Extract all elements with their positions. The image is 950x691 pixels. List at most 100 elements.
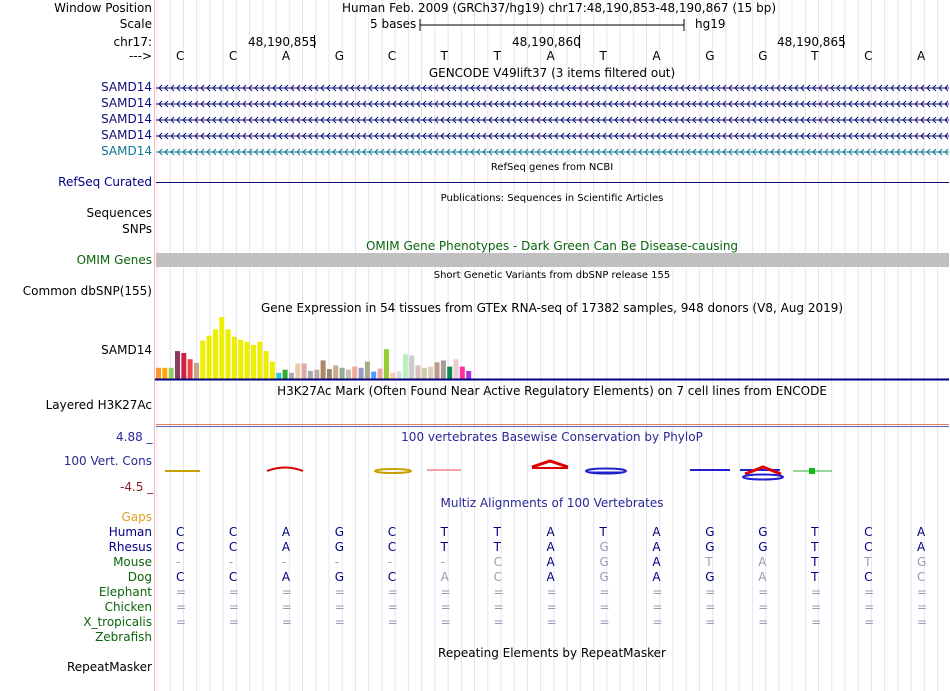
gtex-tissue-bar[interactable] xyxy=(187,359,193,379)
multiz-species-label[interactable]: Elephant xyxy=(98,585,152,599)
gtex-tissue-bar[interactable] xyxy=(459,366,465,379)
gtex-label[interactable]: SAMD14 xyxy=(101,343,152,357)
strand-chevron xyxy=(194,148,199,156)
gtex-tissue-bar[interactable] xyxy=(421,367,427,379)
gtex-tissue-bar[interactable] xyxy=(175,351,180,379)
gtex-tissue-bar[interactable] xyxy=(333,365,339,379)
multiz-species-label[interactable]: X_tropicalis xyxy=(83,615,152,629)
gtex-tissue-bar[interactable] xyxy=(377,368,383,380)
strand-chevron xyxy=(734,132,739,140)
gtex-tissue-bar[interactable] xyxy=(466,370,472,379)
gtex-tissue-bar[interactable] xyxy=(301,363,307,380)
h3k27ac-label[interactable]: Layered H3K27Ac xyxy=(45,398,152,412)
gtex-tissue-bar[interactable] xyxy=(251,344,256,379)
gtex-tissue-bar[interactable] xyxy=(156,367,161,379)
gtex-tissue-bar[interactable] xyxy=(276,372,282,379)
gtex-tissue-bar[interactable] xyxy=(232,336,237,379)
gtex-tissue-bar[interactable] xyxy=(428,366,434,379)
gencode-transcript-label[interactable]: SAMD14 xyxy=(101,80,152,94)
gtex-tissue-bar[interactable] xyxy=(358,367,364,379)
refseq-label[interactable]: RefSeq Curated xyxy=(58,175,152,189)
gtex-tissue-bar[interactable] xyxy=(314,369,320,379)
multiz-species-label[interactable]: Dog xyxy=(127,570,152,584)
conservation-label[interactable]: 100 Vert. Cons xyxy=(63,454,152,468)
multiz-species-label[interactable]: Zebrafish xyxy=(95,630,152,644)
gtex-tissue-bar[interactable] xyxy=(168,367,174,379)
gtex-tissue-bar[interactable] xyxy=(320,360,326,379)
gencode-transcript-label[interactable]: SAMD14 xyxy=(101,128,152,142)
conservation-title[interactable]: 100 vertebrates Basewise Conservation by… xyxy=(401,430,703,444)
gtex-tissue-bar[interactable] xyxy=(447,366,453,379)
chrom-tick-1: 48,190,855 xyxy=(248,35,317,49)
gencode-title[interactable]: GENCODE V49lift37 (3 items filtered out) xyxy=(428,66,676,80)
gtex-expression-chart[interactable] xyxy=(155,315,950,383)
omim-gene-bar[interactable] xyxy=(156,253,949,267)
gtex-tissue-bar[interactable] xyxy=(453,359,459,379)
gtex-tissue-bar[interactable] xyxy=(269,361,275,379)
repeatmasker-label[interactable]: RepeatMasker xyxy=(66,660,152,674)
multiz-species-label[interactable]: Chicken xyxy=(104,600,152,614)
gtex-tissue-bar[interactable] xyxy=(402,354,408,379)
gtex-tissue-bar[interactable] xyxy=(307,370,313,379)
gtex-tissue-bar[interactable] xyxy=(263,351,269,379)
gtex-tissue-bar[interactable] xyxy=(225,329,231,379)
strand-chevron xyxy=(626,132,631,140)
multiz-species-label[interactable]: Human xyxy=(108,525,152,539)
gtex-tissue-bar[interactable] xyxy=(219,317,225,379)
gtex-tissue-bar[interactable] xyxy=(295,363,301,380)
gtex-tissue-bar[interactable] xyxy=(194,362,199,379)
gtex-title[interactable]: Gene Expression in 54 tissues from GTEx … xyxy=(260,301,844,315)
gtex-tissue-bar[interactable] xyxy=(396,371,402,379)
strand-chevron xyxy=(824,100,829,108)
gtex-tissue-bar[interactable] xyxy=(200,340,206,379)
multiz-gaps-label[interactable]: Gaps xyxy=(121,510,152,524)
gtex-tissue-bar[interactable] xyxy=(206,335,212,379)
multiz-species-label[interactable]: Mouse xyxy=(113,555,152,569)
gencode-transcript-label[interactable]: SAMD14 xyxy=(101,96,152,110)
publications-label-snps[interactable]: SNPs xyxy=(122,222,152,236)
repeatmasker-title[interactable]: Repeating Elements by RepeatMasker xyxy=(438,646,666,660)
gtex-tissue-bar[interactable] xyxy=(257,341,263,379)
omim-label[interactable]: OMIM Genes xyxy=(76,253,152,267)
gtex-tissue-bar[interactable] xyxy=(364,361,370,379)
publications-title[interactable]: Publications: Sequences in Scientific Ar… xyxy=(440,193,664,204)
strand-chevron xyxy=(818,132,823,140)
conservation-logo[interactable] xyxy=(155,455,950,485)
strand-chevron xyxy=(518,148,523,156)
gtex-tissue-bar[interactable] xyxy=(352,366,358,379)
gtex-tissue-bar[interactable] xyxy=(339,367,345,379)
gtex-tissue-bar[interactable] xyxy=(415,365,421,379)
gtex-tissue-bar[interactable] xyxy=(326,369,332,379)
strand-chevron xyxy=(338,84,343,92)
dbsnp-label[interactable]: Common dbSNP(155) xyxy=(22,284,152,298)
gtex-tissue-bar[interactable] xyxy=(434,362,440,379)
strand-chevron xyxy=(314,148,319,156)
gtex-tissue-bar[interactable] xyxy=(213,329,218,379)
strand-chevron xyxy=(416,84,421,92)
gtex-tissue-bar[interactable] xyxy=(244,341,250,379)
strand-chevron xyxy=(236,148,241,156)
gtex-tissue-bar[interactable] xyxy=(238,339,244,379)
omim-title[interactable]: OMIM Gene Phenotypes - Dark Green Can Be… xyxy=(365,239,739,253)
gencode-transcript-label[interactable]: SAMD14 xyxy=(101,112,152,126)
gtex-tissue-bar[interactable] xyxy=(383,349,389,379)
dbsnp-title[interactable]: Short Genetic Variants from dbSNP releas… xyxy=(433,270,671,281)
gtex-tissue-bar[interactable] xyxy=(390,372,396,379)
gtex-tissue-bar[interactable] xyxy=(181,353,187,379)
gencode-transcript-label[interactable]: SAMD14 xyxy=(101,144,152,158)
gtex-tissue-bar[interactable] xyxy=(345,369,351,379)
gtex-tissue-bar[interactable] xyxy=(371,371,377,379)
gtex-tissue-bar[interactable] xyxy=(288,372,294,379)
gencode-track[interactable] xyxy=(155,80,950,160)
gtex-tissue-bar[interactable] xyxy=(409,355,415,379)
gtex-tissue-bar[interactable] xyxy=(440,360,446,379)
publications-label-sequences[interactable]: Sequences xyxy=(86,206,152,220)
multiz-title[interactable]: Multiz Alignments of 100 Vertebrates xyxy=(440,496,664,510)
refseq-title[interactable]: RefSeq genes from NCBI xyxy=(490,162,614,173)
refseq-gene-line[interactable] xyxy=(156,182,949,183)
multiz-species-label[interactable]: Rhesus xyxy=(108,540,152,554)
h3k27ac-title[interactable]: H3K27Ac Mark (Often Found Near Active Re… xyxy=(277,384,827,398)
gtex-tissue-bar[interactable] xyxy=(282,369,288,379)
gtex-tissue-bar[interactable] xyxy=(162,367,168,379)
